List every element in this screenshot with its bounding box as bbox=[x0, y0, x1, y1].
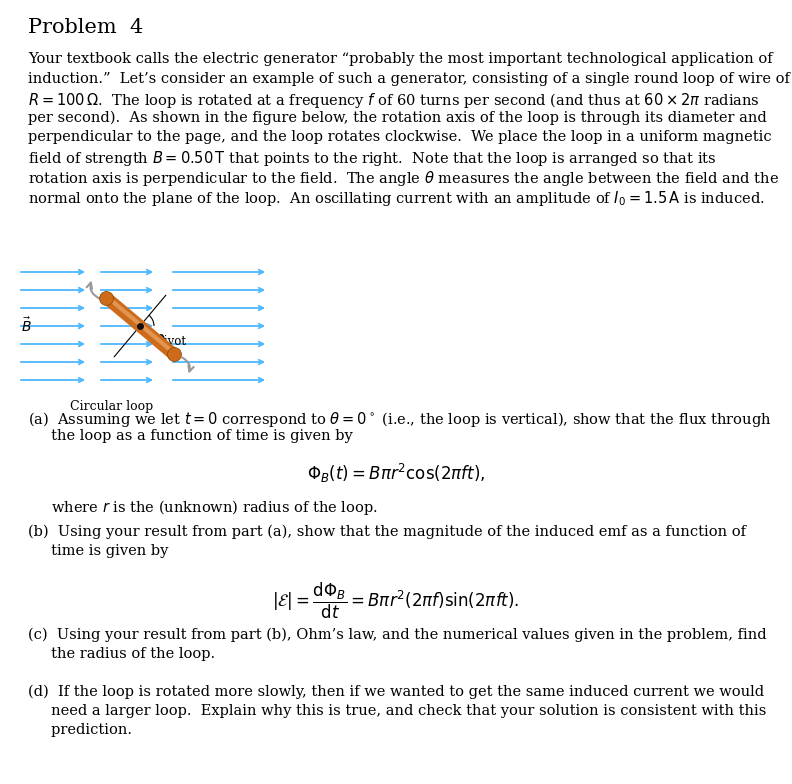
Text: Circular loop: Circular loop bbox=[70, 400, 153, 413]
Text: $R = 100\,\Omega$.  The loop is rotated at a frequency $f$ of 60 turns per secon: $R = 100\,\Omega$. The loop is rotated a… bbox=[28, 91, 760, 110]
Text: Problem  4: Problem 4 bbox=[28, 18, 143, 37]
Text: where $r$ is the (unknown) radius of the loop.: where $r$ is the (unknown) radius of the… bbox=[28, 498, 378, 517]
Text: per second).  As shown in the figure below, the rotation axis of the loop is thr: per second). As shown in the figure belo… bbox=[28, 111, 767, 125]
Text: (b)  Using your result from part (a), show that the magnitude of the induced emf: (b) Using your result from part (a), sho… bbox=[28, 525, 746, 539]
Text: the radius of the loop.: the radius of the loop. bbox=[28, 647, 215, 661]
Text: $|\mathcal{E}| = \dfrac{\mathrm{d}\Phi_B}{\mathrm{d}t} = B\pi r^2(2\pi f)\sin(2\: $|\mathcal{E}| = \dfrac{\mathrm{d}\Phi_B… bbox=[272, 581, 520, 621]
Text: (c)  Using your result from part (b), Ohm’s law, and the numerical values given : (c) Using your result from part (b), Ohm… bbox=[28, 628, 767, 642]
Text: normal onto the plane of the loop.  An oscillating current with an amplitude of : normal onto the plane of the loop. An os… bbox=[28, 188, 764, 208]
Text: rotation axis is perpendicular to the field.  The angle $\theta$ measures the an: rotation axis is perpendicular to the fi… bbox=[28, 169, 779, 188]
Text: Pivot: Pivot bbox=[157, 336, 187, 348]
Text: the loop as a function of time is given by: the loop as a function of time is given … bbox=[28, 429, 352, 443]
Text: $\Phi_B(t) = B\pi r^2 \cos(2\pi ft),$: $\Phi_B(t) = B\pi r^2 \cos(2\pi ft),$ bbox=[307, 462, 485, 485]
Text: need a larger loop.  Explain why this is true, and check that your solution is c: need a larger loop. Explain why this is … bbox=[28, 704, 767, 718]
Text: $\vec{B}$: $\vec{B}$ bbox=[21, 317, 32, 336]
Text: Your textbook calls the electric generator “probably the most important technolo: Your textbook calls the electric generat… bbox=[28, 52, 773, 66]
Text: time is given by: time is given by bbox=[28, 544, 169, 558]
Text: field of strength $B = 0.50\,\mathrm{T}$ that points to the right.  Note that th: field of strength $B = 0.50\,\mathrm{T}$… bbox=[28, 150, 717, 169]
Text: prediction.: prediction. bbox=[28, 723, 132, 737]
Text: $\theta$: $\theta$ bbox=[156, 332, 165, 344]
Text: (d)  If the loop is rotated more slowly, then if we wanted to get the same induc: (d) If the loop is rotated more slowly, … bbox=[28, 685, 764, 699]
Text: perpendicular to the page, and the loop rotates clockwise.  We place the loop in: perpendicular to the page, and the loop … bbox=[28, 130, 771, 144]
Text: induction.”  Let’s consider an example of such a generator, consisting of a sing: induction.” Let’s consider an example of… bbox=[28, 71, 790, 85]
Text: (a)  Assuming we let $t = 0$ correspond to $\theta = 0^\circ$ (i.e., the loop is: (a) Assuming we let $t = 0$ correspond t… bbox=[28, 410, 771, 429]
